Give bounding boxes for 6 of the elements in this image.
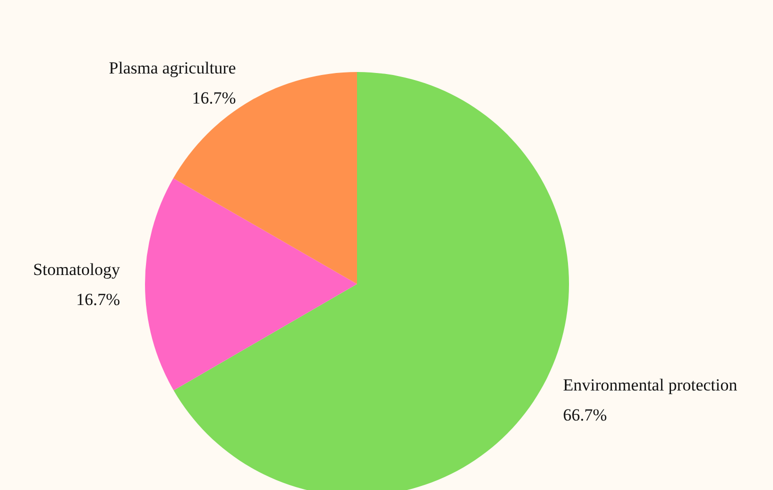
data-label: 66.7% (563, 405, 607, 424)
slice-label: Stomatology (33, 260, 120, 279)
data-label: 16.7% (192, 88, 236, 108)
data-label: 16.7% (76, 290, 120, 309)
slice-label: Environmental protection (563, 375, 738, 394)
slice-label: Plasma agriculture (108, 58, 236, 78)
